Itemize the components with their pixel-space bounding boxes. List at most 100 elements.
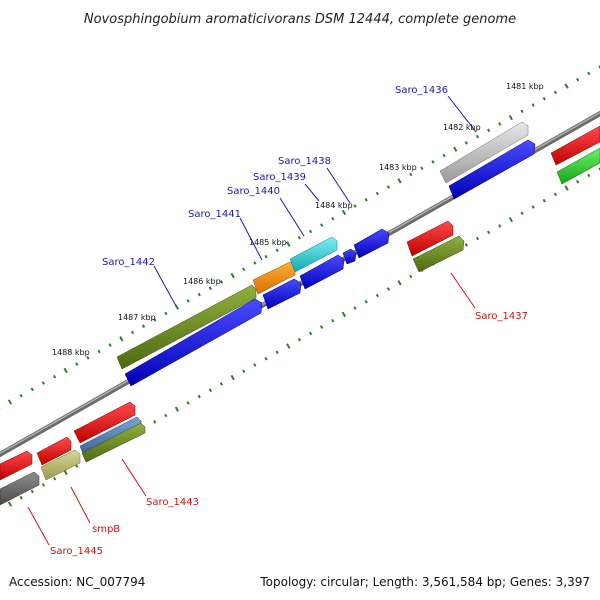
cds-blue-saro-1436[interactable] <box>448 139 536 200</box>
tick-mark <box>464 243 468 247</box>
tick-mark <box>542 198 546 203</box>
tick-mark <box>230 272 235 279</box>
tick-mark <box>308 331 313 336</box>
label-saro-1443[interactable]: Saro_1443 <box>146 497 199 508</box>
tick-mark <box>297 235 301 240</box>
label-smpb[interactable]: smpB <box>92 524 120 535</box>
tick-mark <box>63 367 68 374</box>
tick-mark <box>219 382 224 386</box>
tick-mark <box>520 109 524 114</box>
tick-mark <box>186 401 190 405</box>
cds-khaki-smpb[interactable] <box>40 449 81 481</box>
tick-mark <box>341 209 347 216</box>
cds-darkgray-saro-1445[interactable] <box>0 471 40 506</box>
tick-mark <box>275 248 279 253</box>
tick-mark <box>52 476 57 481</box>
cds-blue-saro-1439[interactable] <box>342 248 357 265</box>
cds-red-saro-1437[interactable] <box>406 220 454 257</box>
tick-mark <box>208 388 212 393</box>
tick-mark <box>542 96 546 101</box>
tick-labels: 1481 kbp 1482 kbp 1483 kbp 1484 kbp 1485… <box>52 82 544 357</box>
cds-green-edge[interactable] <box>556 147 600 185</box>
tick-mark <box>119 336 124 342</box>
reverse-features <box>0 220 465 506</box>
leader-saro-1443 <box>121 458 147 497</box>
tick-mark <box>464 141 468 145</box>
tick-mark <box>409 172 413 177</box>
tick-mark <box>498 224 502 228</box>
cds-blue-saro-1438[interactable] <box>353 228 390 259</box>
tick-mark <box>153 420 157 424</box>
label-saro-1436[interactable]: Saro_1436 <box>395 85 448 96</box>
tick-mark <box>52 374 57 379</box>
tick-mark <box>108 343 112 347</box>
tick-label-1485: 1485 kbp <box>249 238 287 247</box>
tick-mark <box>141 324 146 328</box>
cds-gray-saro-1436[interactable] <box>439 121 529 184</box>
tick-mark <box>308 229 313 234</box>
tick-mark <box>286 343 291 349</box>
tick-label-1481: 1481 kbp <box>506 82 544 91</box>
tick-label-1486: 1486 kbp <box>183 277 221 286</box>
cds-red-saro-1445[interactable] <box>0 450 33 481</box>
label-saro-1439[interactable]: Saro_1439 <box>253 172 306 183</box>
cds-olive-saro-1442[interactable] <box>116 284 257 370</box>
tick-mark <box>508 115 513 121</box>
cds-blue-saro-1442[interactable] <box>124 298 263 387</box>
label-saro-1440[interactable]: Saro_1440 <box>227 186 280 197</box>
cds-cyan-saro-1439[interactable] <box>289 236 338 273</box>
leader-lines <box>27 95 477 546</box>
tick-mark <box>275 350 279 355</box>
tick-mark <box>230 374 235 381</box>
tick-mark <box>164 413 168 418</box>
tick-label-1482: 1482 kbp <box>443 123 481 132</box>
tick-mark <box>576 77 580 82</box>
tick-mark <box>442 153 446 158</box>
label-saro-1437[interactable]: Saro_1437 <box>475 311 528 322</box>
tick-mark <box>7 501 13 507</box>
label-saro-1445[interactable]: Saro_1445 <box>50 546 103 557</box>
cds-blue-saro-1440[interactable] <box>299 254 345 290</box>
label-saro-1438[interactable]: Saro_1438 <box>278 156 331 167</box>
tick-mark <box>487 128 491 133</box>
tick-mark <box>130 330 135 335</box>
tick-label-1484: 1484 kbp <box>315 201 353 210</box>
tick-mark <box>219 280 224 284</box>
label-saro-1441[interactable]: Saro_1441 <box>188 209 241 220</box>
tick-mark <box>320 325 324 329</box>
tick-mark <box>253 363 257 367</box>
tick-mark <box>19 495 23 500</box>
tick-mark <box>30 387 34 392</box>
tick-mark <box>498 122 502 126</box>
tick-mark <box>453 146 458 152</box>
tick-mark <box>576 179 580 184</box>
tick-mark <box>242 369 246 374</box>
leader-saro-1439 <box>304 183 320 202</box>
cds-red-saro-1443[interactable] <box>73 401 136 444</box>
tick-mark <box>364 198 368 202</box>
tick-mark <box>41 483 45 487</box>
tick-mark <box>242 267 246 272</box>
cds-olive-saro-1437[interactable] <box>412 235 465 273</box>
tick-mark <box>253 261 257 265</box>
cds-red-edge[interactable] <box>550 125 600 166</box>
tick-mark <box>353 306 357 310</box>
tick-mark <box>286 241 291 247</box>
tick-mark <box>164 311 168 316</box>
cds-olive-saro-1443[interactable] <box>81 422 146 463</box>
cds-red-2[interactable] <box>36 436 72 466</box>
tick-mark <box>97 349 101 354</box>
leader-saro-1445 <box>27 506 50 546</box>
leader-saro-1436 <box>447 95 477 133</box>
tick-mark <box>153 318 157 322</box>
tick-mark <box>431 160 435 164</box>
tick-mark <box>364 300 368 304</box>
tick-mark <box>420 166 424 170</box>
forward-features <box>116 121 600 387</box>
outer-tick-ring <box>0 65 600 410</box>
leader-smpb <box>70 486 91 524</box>
tick-mark <box>386 287 391 291</box>
tick-mark <box>375 191 379 196</box>
cds-blue-saro-1441[interactable] <box>262 278 302 310</box>
label-saro-1442[interactable]: Saro_1442 <box>102 257 155 268</box>
